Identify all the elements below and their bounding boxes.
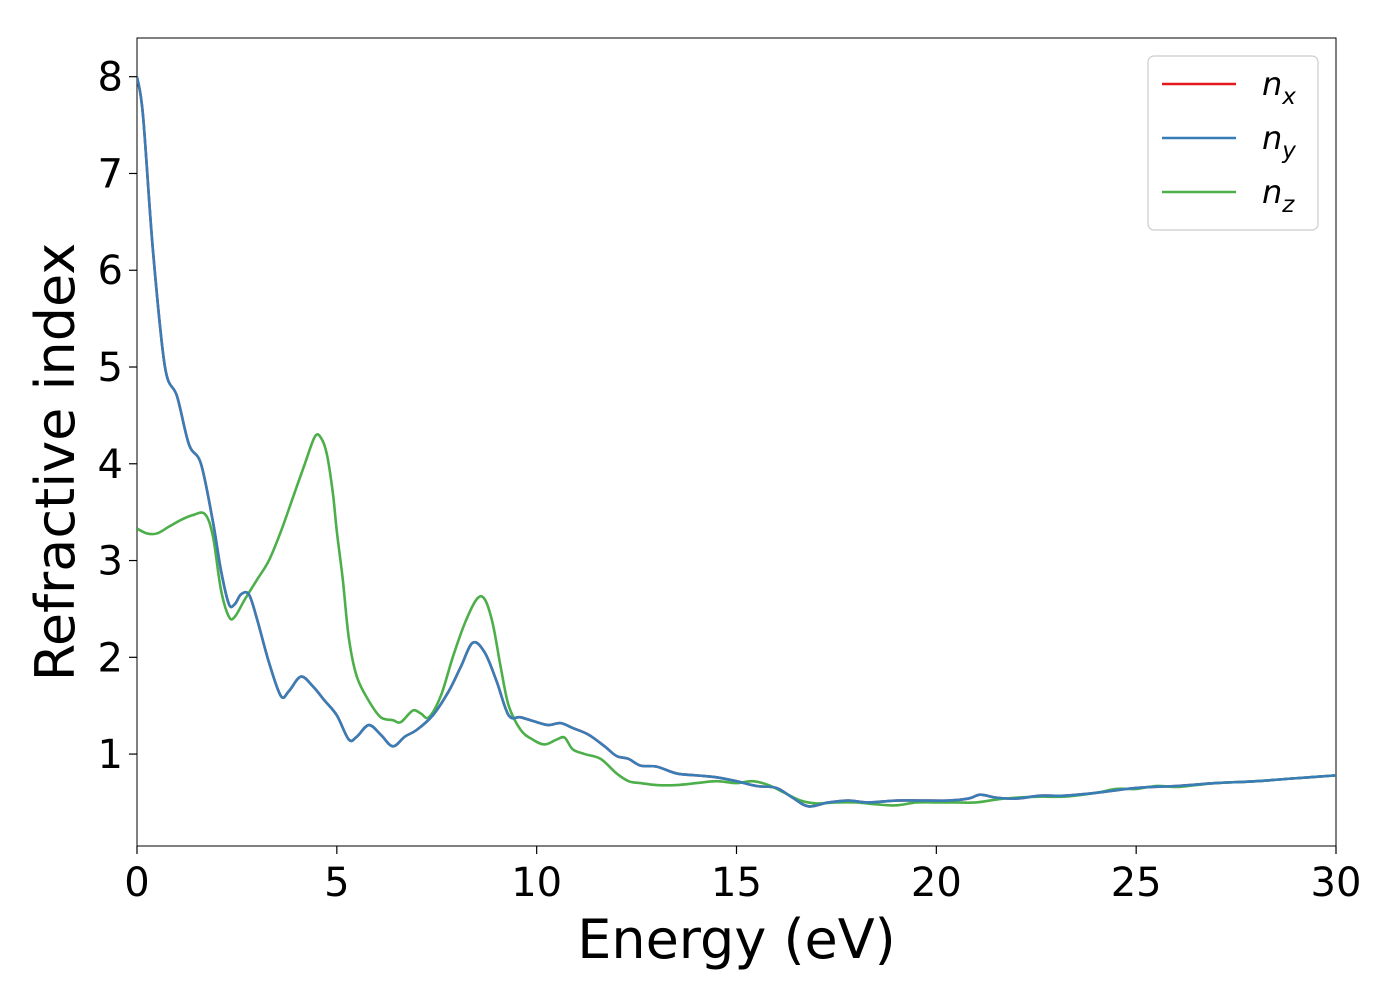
plot-area: [136, 37, 1337, 847]
y-axis-label: Refractive index: [24, 243, 87, 682]
series-lines: [137, 76, 1336, 808]
y-tick-label: 4: [98, 442, 123, 488]
legend-label-nz: nz: [1262, 173, 1295, 218]
legend-label-nx: nx: [1262, 65, 1296, 110]
y-tick-label: 1: [98, 732, 123, 778]
legend-label-main: n: [1262, 119, 1282, 157]
legend-frame: [1147, 55, 1319, 231]
plot-frame: [136, 37, 1337, 847]
x-tick-label: 10: [511, 860, 562, 906]
x-axis: 0 5 10 15 20 25 30: [124, 846, 1361, 906]
legend-label-subscript: x: [1281, 84, 1296, 110]
legend-label-subscript: y: [1281, 138, 1296, 164]
legend-label-main: n: [1262, 65, 1282, 103]
y-tick-label: 7: [98, 151, 123, 197]
x-tick-label: 30: [1311, 860, 1362, 906]
y-tick-label: 3: [98, 539, 123, 585]
x-tick-label: 20: [911, 860, 962, 906]
y-tick-label: 5: [98, 345, 123, 391]
legend-label-ny: ny: [1262, 119, 1296, 164]
y-axis: 1 2 3 4 5 6 7 8: [98, 55, 137, 778]
x-tick-label: 15: [711, 860, 762, 906]
x-axis-label: Energy (eV): [577, 908, 896, 971]
y-tick-label: 6: [98, 248, 123, 294]
series-line-ny: [137, 76, 1336, 808]
y-tick-label: 8: [98, 55, 123, 101]
legend-label-subscript: z: [1281, 192, 1295, 218]
x-tick-label: 5: [324, 860, 349, 906]
x-tick-label: 0: [124, 860, 149, 906]
y-tick-label: 2: [98, 635, 123, 681]
series-line-nz: [137, 433, 1336, 807]
x-tick-label: 25: [1111, 860, 1162, 906]
legend-label-main: n: [1262, 173, 1282, 211]
